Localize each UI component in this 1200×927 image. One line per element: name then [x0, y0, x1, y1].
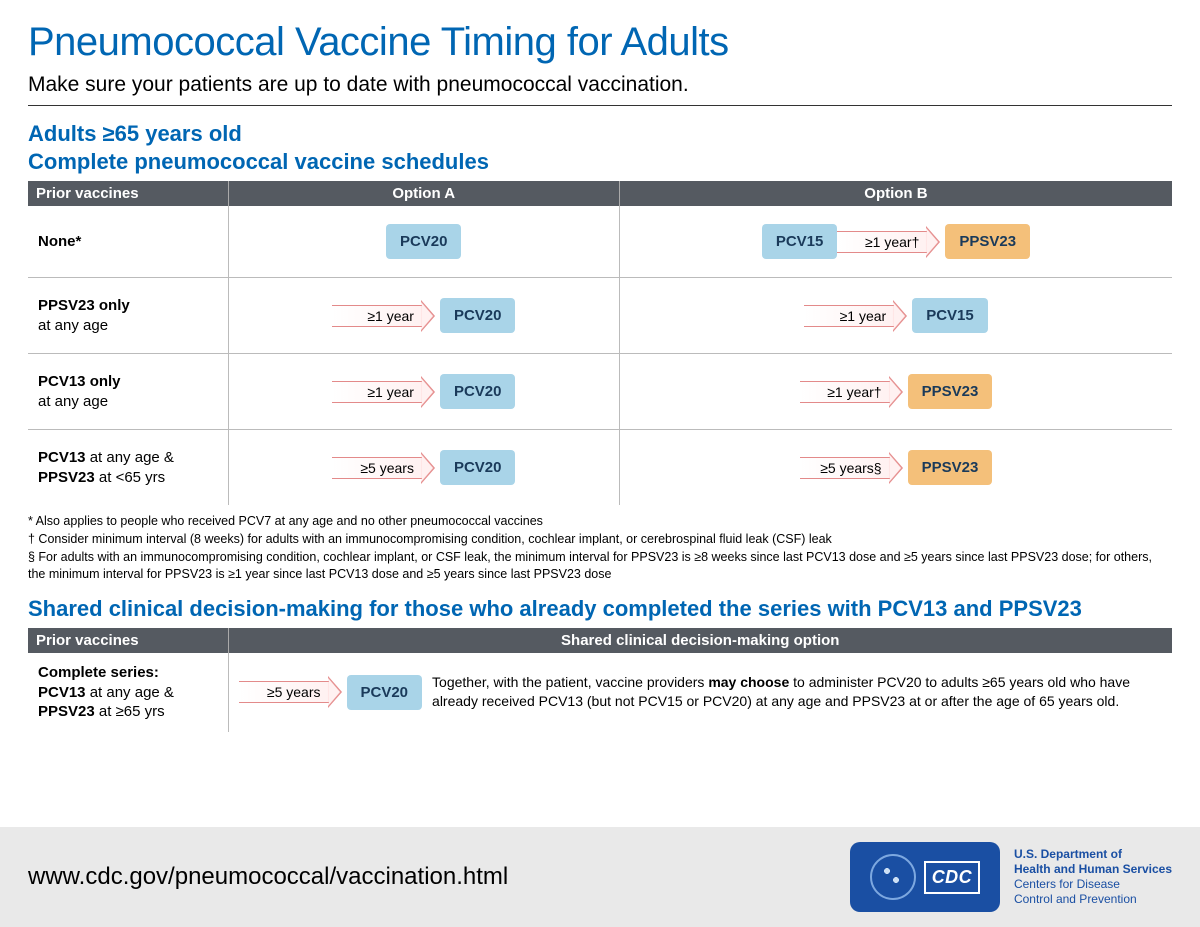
footnote-line: * Also applies to people who received PC… — [28, 513, 1172, 530]
option-flow: PCV15 ≥1 year† PPSV23 — [630, 224, 1162, 259]
timing-arrow: ≥5 years§ — [800, 453, 902, 483]
prior-label: PCV13 onlyat any age — [38, 372, 218, 411]
option-flow: PCV20 — [239, 224, 609, 259]
vaccine-pill: PCV20 — [347, 675, 423, 710]
timing-arrow: ≥5 years — [239, 677, 341, 707]
table-row: PCV13 at any age &PPSV23 at <65 yrs ≥5 ye… — [28, 430, 1172, 506]
timing-arrow: ≥1 year — [804, 301, 906, 331]
vaccine-pill: PPSV23 — [908, 450, 993, 485]
section1-heading-line1: Adults ≥65 years old — [28, 121, 242, 146]
col2-shared: Shared clinical decision-making option — [228, 628, 1172, 653]
table-row: None* PCV20 PCV15 ≥1 year† PPSV23 — [28, 206, 1172, 278]
dept-text: U.S. Department ofHealth and Human Servi… — [1014, 847, 1172, 907]
footnote-line: † Consider minimum interval (8 weeks) fo… — [28, 531, 1172, 548]
timing-arrow: ≥1 year — [332, 377, 434, 407]
vaccine-pill: PCV20 — [386, 224, 462, 259]
option-flow: ≥1 year PCV20 — [239, 374, 609, 409]
option-flow: ≥1 year PCV15 — [630, 298, 1162, 333]
col-prior: Prior vaccines — [28, 181, 228, 206]
section1-heading: Adults ≥65 years old Complete pneumococc… — [28, 120, 1172, 175]
page-title: Pneumococcal Vaccine Timing for Adults — [28, 20, 1172, 65]
footnotes: * Also applies to people who received PC… — [28, 513, 1172, 583]
vaccine-pill: PCV15 — [912, 298, 988, 333]
arrow-label: ≥1 year — [830, 308, 893, 324]
shared-flow: ≥5 years PCV20 — [239, 675, 423, 710]
arrow-label: ≥1 year† — [817, 384, 887, 400]
table-row: PCV13 onlyat any age ≥1 year PCV20 ≥1 year†… — [28, 354, 1172, 430]
prior-label: None* — [38, 232, 218, 252]
table-row: PPSV23 onlyat any age≥1 yearPCV20≥1 year… — [28, 278, 1172, 354]
prior-label: PCV13 at any age &PPSV23 at <65 yrs — [38, 448, 218, 487]
cdc-badge: CDC — [850, 842, 1000, 912]
shared-decision-text: Together, with the patient, vaccine prov… — [432, 673, 1162, 711]
arrow-label: ≥5 years — [257, 684, 327, 700]
arrow-label: ≥1 year† — [855, 234, 925, 250]
vaccine-pill: PCV20 — [440, 298, 516, 333]
col-option-b: Option B — [619, 181, 1172, 206]
timing-arrow: ≥1 year† — [800, 377, 902, 407]
option-flow: ≥5 years§ PPSV23 — [630, 450, 1162, 485]
option-flow: ≥1 year PCV20 — [239, 298, 609, 333]
section2-heading: Shared clinical decision-making for thos… — [28, 595, 1172, 623]
footer-url: www.cdc.gov/pneumococcal/vaccination.htm… — [28, 863, 508, 891]
shared-decision-table: Prior vaccines Shared clinical decision-… — [28, 628, 1172, 732]
arrow-label: ≥5 years§ — [810, 460, 887, 476]
vaccine-pill: PCV20 — [440, 374, 516, 409]
col2-prior: Prior vaccines — [28, 628, 228, 653]
cdc-logo-icon: CDC — [924, 861, 981, 894]
vaccine-pill: PPSV23 — [945, 224, 1030, 259]
timing-arrow: ≥1 year† — [837, 227, 939, 257]
prior-label: Complete series:PCV13 at any age &PPSV23… — [38, 663, 218, 722]
prior-label: PPSV23 onlyat any age — [38, 296, 218, 335]
hhs-seal-icon — [870, 854, 916, 900]
footnote-line: § For adults with an immunocompromising … — [28, 549, 1172, 583]
arrow-label: ≥1 year — [357, 384, 420, 400]
schedule-table: Prior vaccines Option A Option B None* PC… — [28, 181, 1172, 505]
section1-heading-line2: Complete pneumococcal vaccine schedules — [28, 149, 489, 174]
option-flow: ≥1 year† PPSV23 — [630, 374, 1162, 409]
arrow-label: ≥5 years — [350, 460, 420, 476]
timing-arrow: ≥5 years — [332, 453, 434, 483]
footer: www.cdc.gov/pneumococcal/vaccination.htm… — [0, 827, 1200, 927]
vaccine-pill: PCV15 — [762, 224, 838, 259]
divider — [28, 105, 1172, 106]
timing-arrow: ≥1 year — [332, 301, 434, 331]
vaccine-pill: PPSV23 — [908, 374, 993, 409]
page-subtitle: Make sure your patients are up to date w… — [28, 73, 1172, 97]
arrow-label: ≥1 year — [357, 308, 420, 324]
option-flow: ≥5 years PCV20 — [239, 450, 609, 485]
vaccine-pill: PCV20 — [440, 450, 516, 485]
col-option-a: Option A — [228, 181, 619, 206]
